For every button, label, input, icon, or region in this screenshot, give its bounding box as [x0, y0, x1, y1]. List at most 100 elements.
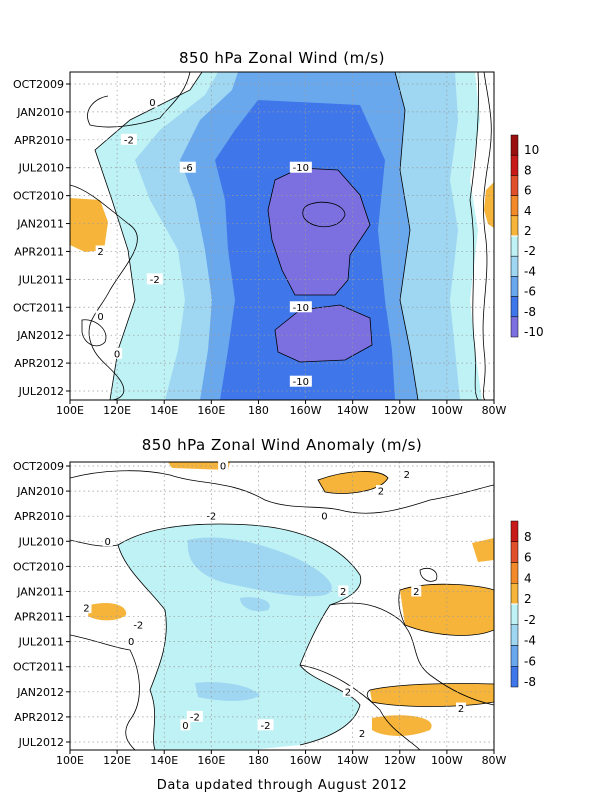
bottom-colorbar-label: 4: [524, 571, 532, 585]
bottom-grid: [70, 462, 494, 750]
top-band-pos2-east: [484, 182, 494, 228]
bottom-ytick-label: APR2011: [14, 611, 64, 624]
top-ytick-label: APR2012: [14, 357, 64, 370]
bottom-colorbar-label: -2: [524, 613, 536, 627]
top-grid: [70, 72, 494, 400]
top-colorbar: 10 8 6 4 2 -2 -4 -6 -8 -10: [510, 134, 544, 339]
bottom-contour-0-loop: [419, 567, 438, 582]
top-xtick-label: 120W: [384, 404, 416, 417]
top-contour-0-west2: [70, 184, 138, 400]
bottom-ytick-label: JUL2011: [18, 636, 64, 649]
bottom-contour-label-bg: [375, 485, 386, 497]
top-contour-2-east: [469, 72, 479, 400]
top-colorbar-label: -2: [524, 244, 536, 258]
top-contours: [70, 72, 492, 400]
top-ytick-label: JAN2011: [16, 218, 64, 231]
top-colorbar-swatch: [510, 296, 519, 318]
bottom-contour-label-bg: [342, 685, 353, 697]
bottom-contour-0-d: [299, 664, 421, 750]
top-contour-label: -10: [293, 163, 309, 174]
bottom-contour-label-bg: [203, 510, 220, 522]
bottom-xtick-label: 160E: [197, 754, 225, 767]
bottom-colorbar-label: 2: [524, 592, 532, 606]
top-colorbar-label: -10: [524, 325, 544, 339]
bottom-ytick-label: JUL2010: [18, 535, 64, 548]
top-contour-label: -2: [124, 135, 134, 146]
bottom-band-pos2-a: [168, 462, 230, 470]
bottom-band-pos2-e: [472, 538, 494, 562]
top-band-neg10-core2: [275, 305, 372, 362]
bottom-colorbar-swatch: [510, 583, 519, 605]
bottom-colorbar-label: -4: [524, 634, 536, 648]
top-frame: [69, 71, 495, 401]
top-colorbar-label: 4: [524, 204, 532, 218]
bottom-contour-0-b: [70, 634, 140, 750]
bottom-ytick-label: OCT2011: [13, 661, 64, 674]
top-colorbar-label: 10: [524, 143, 539, 157]
top-xtick-label: 160E: [197, 404, 225, 417]
top-colorbar-label: 6: [524, 184, 532, 198]
bottom-contour-label-bg: [180, 719, 191, 731]
top-contour-label-bg: [95, 310, 106, 322]
bottom-contour-label: 2: [404, 470, 410, 481]
top-colorbar-swatch: [510, 316, 519, 338]
bottom-contour-label-bg: [357, 727, 368, 739]
top-colorbar-label: -8: [524, 305, 536, 319]
top-contour-0-west: [87, 72, 191, 128]
top-contour-label: -2: [150, 275, 160, 286]
top-contour-label-bg: [289, 161, 312, 173]
bottom-contour-label: -2: [261, 721, 271, 732]
bottom-contour-label-bg: [126, 635, 137, 647]
top-ytick-label: APR2011: [14, 245, 64, 258]
top-contour-label: -6: [183, 163, 193, 174]
top-colorbar-label: -6: [524, 285, 536, 299]
top-contour-neg2: [94, 72, 203, 400]
bottom-ytick-label: OCT2009: [13, 460, 64, 473]
bottom-xtick-label: 160W: [290, 754, 322, 767]
bottom-band-pos2-d: [400, 584, 494, 636]
bottom-contour-label: 0: [182, 721, 188, 732]
top-chart-title: 850 hPa Zonal Wind (m/s): [179, 49, 385, 67]
top-contour-label: -10: [293, 303, 309, 314]
bottom-ytick-label: JAN2011: [16, 585, 64, 598]
bottom-contour-label: 2: [345, 687, 351, 698]
bottom-band-pos2-b: [318, 471, 388, 494]
top-xtick-label: 140W: [337, 404, 369, 417]
top-colorbar-label: -4: [524, 264, 536, 278]
bottom-colorbar-label: 6: [524, 551, 532, 565]
top-ytick-label: JAN2012: [16, 329, 64, 342]
bottom-colorbar-swatch: [510, 645, 519, 667]
bottom-xtick-label: 120E: [103, 754, 131, 767]
bottom-contour-label-bg: [411, 585, 422, 597]
bottom-contour-0-top: [70, 470, 494, 514]
bottom-colorbar-label: -6: [524, 654, 536, 668]
bottom-contour-label: 0: [105, 537, 111, 548]
bottom-xtick-label: 80W: [482, 754, 507, 767]
top-xtick-label: 100E: [56, 404, 84, 417]
bottom-contour-label: 2: [359, 729, 365, 740]
bottom-contour-label-bg: [257, 719, 274, 731]
top-contour-label: 0: [149, 98, 155, 109]
bottom-chart: 850 hPa Zonal Wind Anomaly (m/s): [13, 436, 536, 767]
bottom-chart-title: 850 hPa Zonal Wind Anomaly (m/s): [142, 436, 423, 454]
top-band-neg10-core1: [268, 168, 370, 295]
bottom-ytick-label: APR2010: [14, 510, 64, 523]
bottom-contour-label: 2: [340, 587, 346, 598]
top-contour-label-bg: [147, 96, 158, 108]
bottom-ytick-label: JUL2012: [18, 736, 64, 749]
bottom-contour-label: 0: [220, 462, 226, 473]
top-contour-label: 0: [97, 312, 103, 323]
top-ytick-label: JUL2011: [18, 273, 64, 286]
top-contour-label-bg: [120, 133, 137, 145]
top-xtick-label: 80W: [482, 404, 507, 417]
bottom-contour-label: -2: [133, 620, 143, 631]
top-ytick-label: JAN2010: [16, 106, 64, 119]
top-band-pos2-west: [70, 198, 108, 252]
bottom-contour-label-bg: [401, 468, 412, 480]
bottom-y-axis: OCT2009 JAN2010 APR2010 JUL2010 OCT2010 JAN20…: [13, 460, 70, 749]
top-xtick-label: 160W: [290, 404, 322, 417]
bottom-ytick-label: JAN2010: [16, 485, 64, 498]
top-ytick-label: OCT2010: [13, 190, 64, 203]
